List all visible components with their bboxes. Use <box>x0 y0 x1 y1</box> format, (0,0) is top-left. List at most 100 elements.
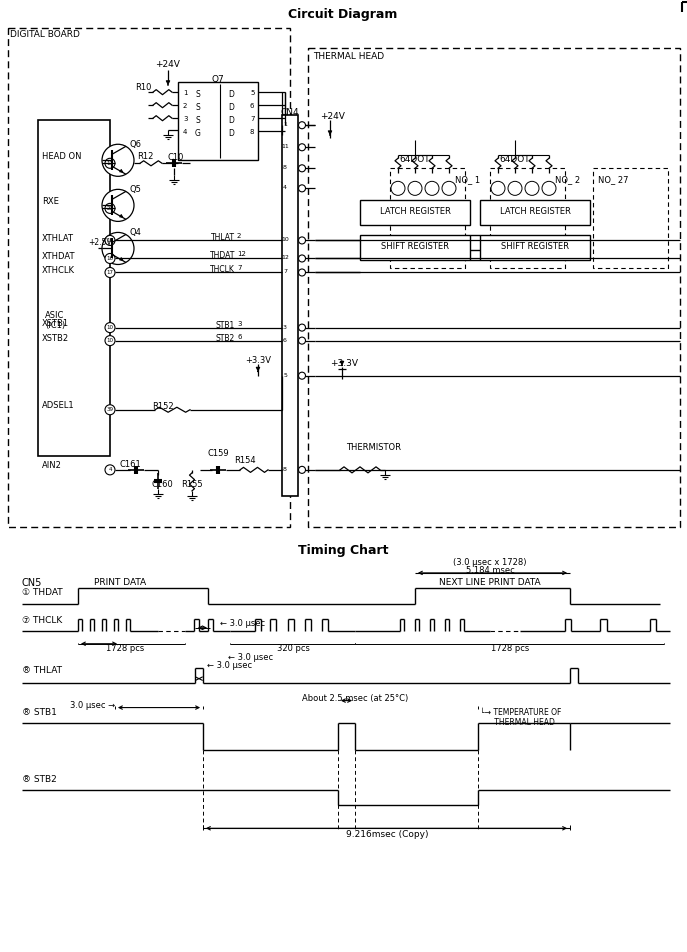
Text: 11: 11 <box>281 145 289 149</box>
Circle shape <box>105 323 115 332</box>
Circle shape <box>298 185 306 192</box>
Circle shape <box>442 181 456 195</box>
Text: 17: 17 <box>106 161 113 166</box>
Text: ← 3.0 μsec: ← 3.0 μsec <box>207 661 252 669</box>
Text: +3.3V: +3.3V <box>245 356 271 365</box>
Text: ← 3.0 μsec: ← 3.0 μsec <box>220 619 265 627</box>
Text: C161: C161 <box>119 460 141 468</box>
Text: 7: 7 <box>250 116 254 122</box>
Text: Timing Chart: Timing Chart <box>297 544 388 557</box>
Text: 5: 5 <box>250 90 254 96</box>
Text: 4: 4 <box>283 186 287 190</box>
Text: NEXT LINE PRINT DATA: NEXT LINE PRINT DATA <box>439 578 541 586</box>
Text: Circuit Diagram: Circuit Diagram <box>289 8 398 21</box>
Text: 320 pcs: 320 pcs <box>277 644 309 653</box>
Text: 18: 18 <box>106 238 113 243</box>
Text: THLAT: THLAT <box>211 233 235 243</box>
Text: ← 3.0 μsec: ← 3.0 μsec <box>228 653 273 662</box>
Text: XTHLAT: XTHLAT <box>42 234 74 244</box>
Circle shape <box>298 372 306 379</box>
Circle shape <box>408 181 422 195</box>
Circle shape <box>525 181 539 195</box>
Circle shape <box>298 122 306 129</box>
Circle shape <box>102 145 134 176</box>
Bar <box>593 169 668 268</box>
Circle shape <box>102 189 134 222</box>
Text: THCLK: THCLK <box>210 266 235 274</box>
Text: THDAT: THDAT <box>210 251 235 261</box>
Circle shape <box>508 181 522 195</box>
Circle shape <box>298 165 306 171</box>
Text: SHIFT REGISTER: SHIFT REGISTER <box>501 243 569 251</box>
Text: 39: 39 <box>106 407 113 412</box>
Text: STB1: STB1 <box>216 321 235 329</box>
Circle shape <box>105 158 115 169</box>
Text: ® STB2: ® STB2 <box>22 776 57 784</box>
Text: PRINT DATA: PRINT DATA <box>94 578 146 586</box>
Bar <box>8 28 290 527</box>
Text: 1: 1 <box>283 122 287 128</box>
Text: LATCH REGISTER: LATCH REGISTER <box>379 208 451 216</box>
Text: SHIFT REGISTER: SHIFT REGISTER <box>381 243 449 251</box>
Circle shape <box>105 465 115 475</box>
Text: 6: 6 <box>283 338 287 343</box>
Text: 64DOT: 64DOT <box>400 155 430 165</box>
Text: R12: R12 <box>137 152 153 161</box>
Text: S: S <box>195 116 200 126</box>
Text: 3: 3 <box>183 116 188 122</box>
Circle shape <box>298 324 306 331</box>
Text: 3: 3 <box>283 325 287 329</box>
Text: 12: 12 <box>237 251 246 257</box>
Text: C160: C160 <box>152 480 174 489</box>
Text: HEAD ON: HEAD ON <box>42 152 82 161</box>
Text: 23: 23 <box>106 206 113 211</box>
Text: 7: 7 <box>283 269 287 274</box>
Text: NO_ 2: NO_ 2 <box>555 175 580 185</box>
Text: 1728 pcs: 1728 pcs <box>106 644 144 653</box>
Text: 16: 16 <box>106 256 113 261</box>
Circle shape <box>105 336 115 346</box>
Text: S: S <box>195 103 200 112</box>
Text: 1: 1 <box>183 90 188 96</box>
Text: XTHDAT: XTHDAT <box>42 252 76 262</box>
Text: About 2.5 msec (at 25°C): About 2.5 msec (at 25°C) <box>302 694 408 703</box>
Text: Q4: Q4 <box>130 228 142 237</box>
Circle shape <box>425 181 439 195</box>
Text: 2: 2 <box>183 103 188 109</box>
Text: +24V: +24V <box>320 112 345 121</box>
Text: 8: 8 <box>283 166 287 170</box>
Circle shape <box>298 144 306 150</box>
Circle shape <box>298 237 306 244</box>
Text: D: D <box>228 116 234 126</box>
Text: C159: C159 <box>207 448 229 458</box>
Text: ® STB1: ® STB1 <box>22 707 57 717</box>
Text: R10: R10 <box>135 83 152 92</box>
Text: 17: 17 <box>106 270 113 275</box>
Text: 10: 10 <box>281 237 289 243</box>
Circle shape <box>105 405 115 415</box>
Text: G: G <box>195 129 201 138</box>
Text: S: S <box>195 90 200 99</box>
Bar <box>360 200 470 226</box>
Text: RXE: RXE <box>42 197 59 207</box>
Circle shape <box>298 337 306 344</box>
Bar <box>178 82 258 160</box>
Text: D: D <box>228 129 234 138</box>
Bar <box>38 120 110 456</box>
Bar <box>282 115 298 496</box>
Text: 3: 3 <box>237 321 242 327</box>
Text: (3.0 μsec x 1728): (3.0 μsec x 1728) <box>453 558 527 567</box>
Circle shape <box>298 255 306 262</box>
Circle shape <box>391 181 405 195</box>
Text: ⑦ THCLK: ⑦ THCLK <box>22 616 63 625</box>
Text: XSTB1: XSTB1 <box>42 319 69 327</box>
Text: +3.3V: +3.3V <box>330 359 358 367</box>
Circle shape <box>102 232 134 265</box>
Text: 10: 10 <box>106 325 113 330</box>
Text: Q7: Q7 <box>212 75 225 84</box>
Text: NO_ 27: NO_ 27 <box>598 175 629 185</box>
Text: STB2: STB2 <box>216 333 235 343</box>
Text: XTHCLK: XTHCLK <box>42 267 75 275</box>
Text: 5.184 msec: 5.184 msec <box>466 565 515 575</box>
Text: THERMAL HEAD: THERMAL HEAD <box>313 52 384 61</box>
